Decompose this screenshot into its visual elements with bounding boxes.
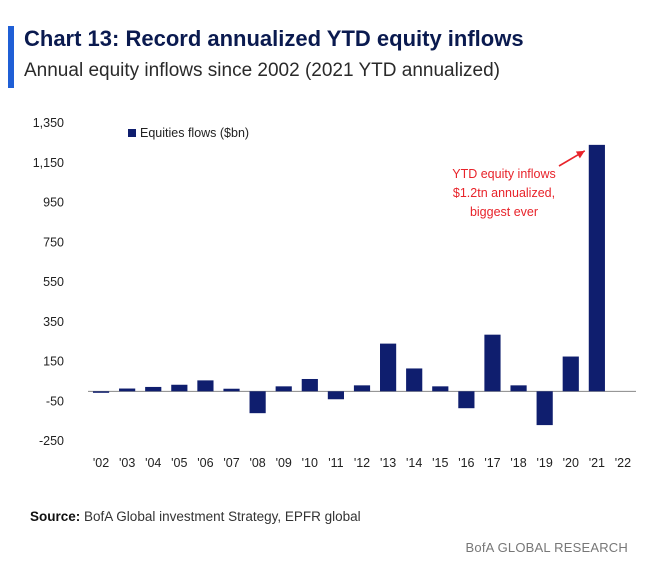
bar (223, 388, 240, 392)
x-tick-label: '08 (249, 456, 265, 470)
x-tick-label: '18 (510, 456, 526, 470)
bar (510, 385, 527, 392)
x-tick-label: '07 (223, 456, 239, 470)
chart-subtitle: Annual equity inflows since 2002 (2021 Y… (24, 60, 501, 81)
x-tick-label: '19 (537, 456, 553, 470)
annotation-text: $1.2tn annualized, (453, 186, 555, 200)
y-tick-label: 1,350 (33, 116, 64, 130)
bar (406, 368, 423, 392)
bar (484, 334, 501, 392)
x-tick-label: '15 (432, 456, 448, 470)
x-tick-label: '09 (276, 456, 292, 470)
x-tick-label: '21 (589, 456, 605, 470)
legend-label: Equities flows ($bn) (140, 126, 249, 140)
title-accent-bar (8, 26, 14, 88)
annotation-arrow-head (575, 150, 585, 159)
bar (353, 385, 371, 392)
brand-footer: BofA GLOBAL RESEARCH (465, 540, 628, 555)
source-label: Source: (30, 509, 81, 524)
x-tick-label: '14 (406, 456, 422, 470)
x-tick-label: '10 (302, 456, 318, 470)
bar (380, 343, 397, 392)
y-tick-label: 550 (43, 275, 64, 289)
y-tick-label: 1,150 (33, 156, 64, 170)
x-tick-label: '12 (354, 456, 370, 470)
x-tick-label: '17 (484, 456, 500, 470)
y-tick-label: 150 (43, 355, 64, 369)
bar (275, 386, 292, 392)
x-tick-label: '22 (615, 456, 631, 470)
annotation-text: YTD equity inflows (452, 167, 556, 181)
y-tick-label: 350 (43, 315, 64, 329)
source-note: Source: BofA Global investment Strategy,… (30, 509, 361, 524)
source-text: BofA Global investment Strategy, EPFR gl… (84, 509, 361, 524)
x-tick-label: '04 (145, 456, 161, 470)
y-tick-label: 750 (43, 235, 64, 249)
x-tick-label: '16 (458, 456, 474, 470)
y-tick-label: -250 (39, 434, 64, 448)
bar (588, 144, 605, 392)
y-tick-label: -50 (46, 394, 64, 408)
bar (119, 388, 136, 392)
bar (92, 391, 110, 393)
legend-swatch (128, 129, 136, 137)
annotation-text: biggest ever (470, 205, 538, 219)
bar (327, 391, 344, 400)
x-tick-label: '20 (563, 456, 579, 470)
bar (301, 378, 318, 392)
x-tick-label: '06 (197, 456, 213, 470)
bar (171, 384, 188, 392)
bar (197, 380, 214, 392)
x-tick-label: '03 (119, 456, 135, 470)
bar (432, 386, 449, 392)
x-tick-label: '05 (171, 456, 187, 470)
bar (145, 386, 162, 392)
bar (249, 391, 266, 414)
chart-title: Chart 13: Record annualized YTD equity i… (24, 26, 524, 51)
x-tick-label: '13 (380, 456, 396, 470)
x-tick-label: '11 (328, 456, 343, 470)
bar (562, 356, 579, 392)
x-tick-label: '02 (93, 456, 109, 470)
bar (458, 391, 475, 409)
bar (536, 391, 553, 426)
y-tick-label: 950 (43, 196, 64, 210)
